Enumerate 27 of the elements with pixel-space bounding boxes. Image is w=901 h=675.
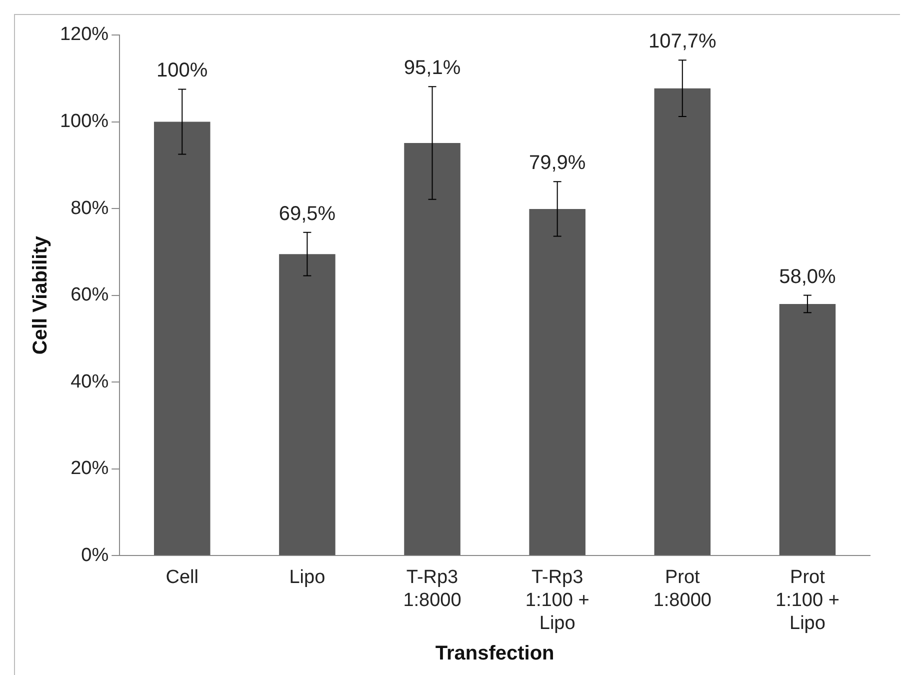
bar (279, 254, 336, 556)
y-tick-label: 40% (70, 371, 109, 392)
x-tick-label: T-Rp3 1:100 + Lipo (525, 567, 590, 634)
y-tick-label: 20% (70, 458, 109, 480)
bar (654, 88, 711, 556)
x-tick-label: Prot 1:100 + Lipo (776, 567, 840, 634)
y-tick-label: 80% (70, 198, 109, 219)
y-axis-title: Cell Viability (30, 235, 52, 355)
bar (529, 208, 586, 556)
bar (154, 122, 210, 556)
y-tick-label: 100% (60, 111, 109, 132)
bar (404, 143, 460, 556)
x-tick-label: Cell (166, 567, 198, 588)
x-tick-label: T-Rp3 1:8000 (403, 567, 462, 612)
y-tick-label: 60% (70, 284, 109, 306)
data-label: 79,9% (528, 152, 586, 174)
data-label: 69,5% (278, 202, 336, 225)
data-label: 95,1% (404, 57, 461, 80)
data-label: 58,0% (779, 266, 836, 288)
data-label: 107,7% (648, 30, 717, 53)
x-tick-label: Prot 1:8000 (653, 567, 712, 612)
bar (779, 304, 836, 556)
y-tick-label: 120% (60, 24, 109, 46)
x-axis-title: Transfection (435, 642, 554, 665)
y-tick-label: 0% (81, 544, 109, 566)
data-label: 100% (156, 60, 208, 82)
x-tick-label: Lipo (289, 567, 326, 588)
